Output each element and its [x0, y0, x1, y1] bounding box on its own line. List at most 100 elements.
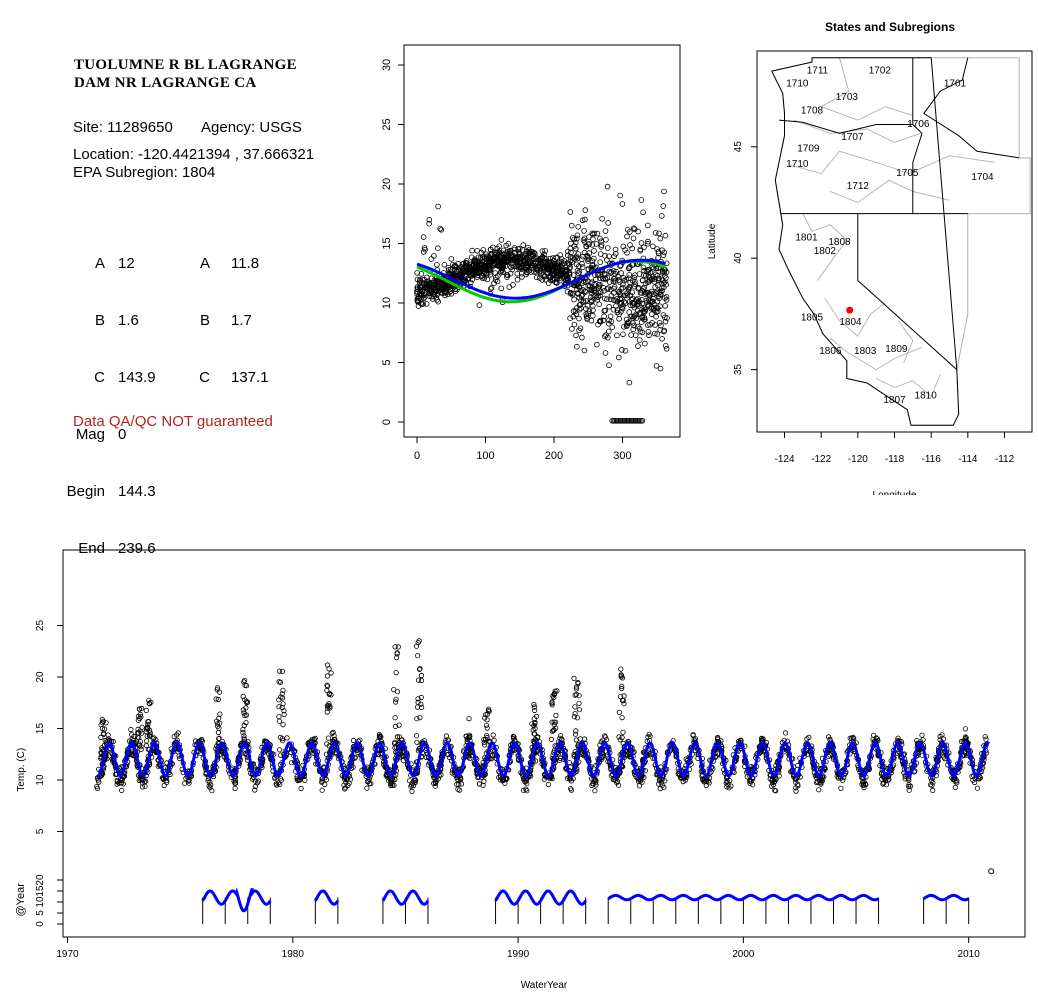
- data-point: [418, 677, 425, 684]
- x-tick-label: -122: [811, 454, 831, 465]
- data-point: [471, 259, 478, 265]
- data-point: [516, 264, 522, 270]
- data-point: [661, 280, 667, 286]
- data-point: [600, 284, 607, 291]
- data-point: [568, 787, 575, 793]
- data-point: [624, 250, 630, 256]
- data-point: [535, 265, 541, 271]
- region-label: 1807: [883, 395, 906, 406]
- y-tick-label: 20: [35, 671, 46, 683]
- data-point: [542, 248, 548, 254]
- data-point: [435, 245, 441, 252]
- data-point: [519, 274, 525, 280]
- agency-label: Agency: USGS: [201, 119, 302, 136]
- data-point: [656, 777, 663, 783]
- data-point: [602, 307, 609, 314]
- data-point: [576, 327, 582, 334]
- state-border: [778, 119, 913, 134]
- region-label: 1707: [841, 132, 864, 143]
- data-point: [542, 277, 549, 283]
- y-tick-label: 5: [381, 359, 393, 365]
- coef-value: 11.8: [231, 255, 260, 272]
- data-point: [147, 701, 153, 707]
- data-point: [295, 778, 301, 784]
- data-point: [591, 281, 598, 288]
- data-point: [463, 258, 470, 264]
- data-point: [654, 331, 661, 337]
- data-point: [469, 247, 475, 254]
- data-point: [652, 284, 658, 290]
- data-point: [324, 682, 330, 688]
- data-point: [659, 335, 665, 342]
- temperature-timeseries-chart: 1970 1980 1990 2000 2010WaterYear510152025Te…: [15, 549, 1026, 991]
- data-point: [568, 778, 575, 784]
- data-point: [484, 256, 490, 263]
- region-label: 1705: [896, 168, 919, 179]
- data-point: [604, 257, 610, 263]
- data-point: [554, 688, 560, 694]
- data-point: [591, 248, 597, 254]
- data-point: [814, 779, 821, 785]
- data-point: [579, 334, 585, 341]
- data-point: [573, 737, 580, 743]
- data-point: [588, 287, 595, 294]
- data-point: [639, 418, 646, 424]
- data-point: [431, 293, 437, 300]
- data-point: [547, 255, 554, 262]
- data-point: [602, 734, 609, 740]
- data-point: [584, 302, 591, 309]
- data-point: [396, 734, 403, 740]
- data-point: [215, 729, 221, 736]
- coef-name: B: [199, 312, 210, 329]
- data-point: [629, 245, 636, 252]
- data-point: [550, 727, 557, 734]
- data-point: [655, 255, 661, 261]
- data-point: [494, 278, 501, 285]
- data-point: [571, 296, 577, 303]
- data-point: [581, 278, 587, 285]
- data-point: [604, 275, 611, 281]
- data-point: [655, 248, 662, 255]
- data-point: [604, 296, 610, 303]
- data-point: [644, 279, 651, 286]
- data-point: [759, 735, 765, 741]
- data-point: [662, 232, 669, 239]
- data-point: [636, 783, 643, 789]
- data-point: [216, 689, 223, 695]
- data-point: [658, 285, 665, 292]
- data-point: [654, 308, 661, 315]
- site-title-line2: DAM NR LAGRANGE CA: [74, 75, 257, 91]
- data-point: [564, 288, 571, 295]
- data-point: [327, 705, 333, 711]
- x-tick-label: 1990: [507, 949, 530, 960]
- data-point: [626, 284, 632, 291]
- x-tick-label: -116: [922, 454, 942, 465]
- coef-value: 1.6: [118, 312, 139, 329]
- y-tick-label: 10: [35, 896, 46, 908]
- state-border: [857, 213, 958, 370]
- data-point: [559, 265, 566, 272]
- data-point: [468, 254, 475, 261]
- data-point: [624, 322, 631, 329]
- data-point: [623, 316, 630, 323]
- site-id-label: Site: 11289650: [73, 119, 173, 136]
- data-point: [588, 264, 595, 271]
- data-point: [548, 262, 555, 269]
- data-point: [573, 691, 580, 697]
- data-point: [539, 248, 546, 254]
- data-point: [622, 347, 629, 354]
- y-axis-title: @Year: [15, 883, 27, 917]
- subregion-map-chart: States and Subregions -124 -122 -120 -118 -11…: [707, 20, 1033, 495]
- data-point: [652, 322, 659, 328]
- region-label: 1810: [915, 391, 938, 402]
- data-point: [446, 270, 453, 276]
- data-point: [593, 241, 600, 247]
- data-point: [501, 255, 508, 261]
- data-point: [638, 296, 645, 303]
- data-point: [392, 739, 398, 745]
- data-point: [517, 264, 524, 271]
- data-point: [660, 203, 667, 209]
- data-point: [523, 786, 529, 792]
- data-point: [551, 694, 557, 701]
- data-point: [276, 679, 282, 685]
